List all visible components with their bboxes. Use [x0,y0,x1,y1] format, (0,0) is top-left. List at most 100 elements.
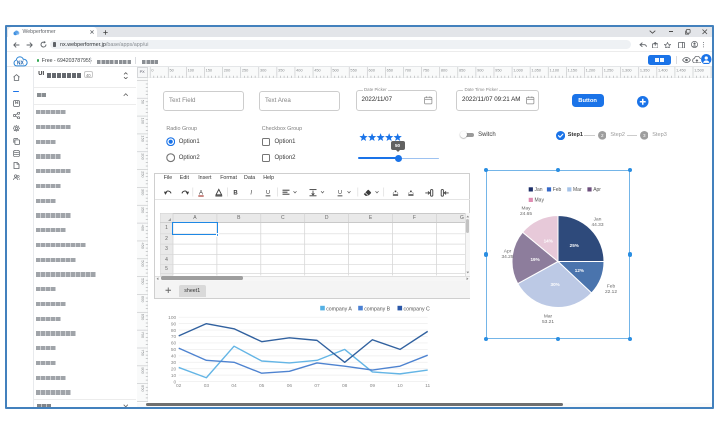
svg-text:53.21: 53.21 [542,319,554,325]
svg-text:I: I [250,191,252,197]
svg-text:50: 50 [171,347,177,353]
svg-text:1,350: 1,350 [640,68,650,73]
svg-text:2: 2 [601,133,604,138]
svg-text:12%: 12% [575,268,584,273]
svg-text:1,250: 1,250 [604,68,614,73]
svg-text:900: 900 [477,68,483,73]
svg-text:100: 100 [187,68,193,73]
svg-text:70: 70 [171,334,177,340]
svg-text:40: 40 [171,354,177,360]
svg-text:600: 600 [368,68,374,73]
svg-text:450: 450 [140,243,145,249]
svg-text:0: 0 [174,379,177,385]
svg-text:Jan: Jan [594,217,602,223]
svg-text:250: 250 [242,68,248,73]
svg-text:03: 03 [204,383,210,389]
svg-text:500: 500 [140,261,145,267]
svg-text:800: 800 [441,68,447,73]
svg-text:22.12: 22.12 [605,289,617,295]
svg-text:May: May [521,206,531,212]
svg-text:Feb: Feb [607,284,616,290]
svg-text:company B: company B [364,307,390,313]
svg-text:650: 650 [386,68,392,73]
svg-text:May: May [535,198,545,204]
svg-text:06: 06 [287,383,293,389]
svg-text:14%: 14% [544,238,553,243]
svg-text:NX: NX [16,60,24,66]
svg-text:company A: company A [326,307,352,313]
svg-text:08: 08 [342,383,348,389]
svg-text:1,300: 1,300 [622,68,632,73]
svg-text:02: 02 [176,383,182,389]
svg-text:450: 450 [314,68,320,73]
svg-text:Jan: Jan [535,187,543,193]
svg-text:1,100: 1,100 [549,68,559,73]
svg-text:04: 04 [231,383,237,389]
svg-text:50: 50 [169,68,173,73]
svg-text:19%: 19% [530,257,539,262]
svg-text:400: 400 [296,68,302,73]
svg-text:1,200: 1,200 [585,68,595,73]
svg-text:150: 150 [205,68,211,73]
svg-text:300: 300 [140,189,145,195]
svg-text:650: 650 [140,314,145,320]
svg-text:1,500: 1,500 [694,68,704,73]
svg-text:1,000: 1,000 [513,68,523,73]
svg-text:50: 50 [140,100,145,104]
svg-text:Feb: Feb [553,187,562,193]
svg-text:Mar: Mar [573,187,582,193]
svg-text:950: 950 [495,68,501,73]
svg-text:600: 600 [140,296,145,302]
svg-text:700: 700 [140,332,145,338]
svg-text:30%: 30% [551,282,560,287]
svg-text:350: 350 [278,68,284,73]
svg-text:Mar: Mar [544,314,553,320]
svg-text:20: 20 [171,366,177,372]
svg-text:80: 80 [171,328,177,334]
svg-text:B: B [233,191,238,197]
svg-text:11: 11 [425,383,430,389]
svg-text:250: 250 [140,171,145,177]
svg-text:U: U [338,190,342,196]
svg-text:90: 90 [171,321,177,327]
svg-text:1,400: 1,400 [658,68,668,73]
svg-text:150: 150 [140,136,145,142]
svg-text:Apr: Apr [504,249,512,255]
svg-text:200: 200 [224,68,230,73]
svg-text:10: 10 [397,383,403,389]
svg-text:200: 200 [140,154,145,160]
svg-text:100: 100 [168,315,176,321]
svg-text:100: 100 [140,118,145,124]
svg-text:24.65: 24.65 [520,211,532,217]
svg-text:44.33: 44.33 [591,222,603,228]
svg-text:1,050: 1,050 [531,68,541,73]
svg-text:34.25: 34.25 [501,254,513,260]
svg-text:07: 07 [314,383,320,389]
svg-text:10: 10 [171,373,177,379]
svg-text:550: 550 [140,278,145,284]
svg-text:750: 750 [140,350,145,356]
svg-text:400: 400 [140,225,145,231]
svg-text:500: 500 [332,68,338,73]
svg-text:700: 700 [405,68,411,73]
svg-text:800: 800 [140,368,145,374]
svg-text:1,450: 1,450 [676,68,686,73]
svg-text:550: 550 [350,68,356,73]
svg-text:A: A [199,190,203,196]
svg-text:U: U [266,190,270,196]
svg-text:25%: 25% [570,243,579,248]
svg-text:750: 750 [423,68,429,73]
svg-text:company C: company C [404,307,430,313]
svg-text:850: 850 [459,68,465,73]
svg-text:60: 60 [171,341,177,347]
svg-text:30: 30 [171,360,177,366]
svg-text:09: 09 [370,383,376,389]
svg-text:1,150: 1,150 [567,68,577,73]
svg-text:0: 0 [151,68,153,73]
svg-text:3: 3 [643,133,646,138]
svg-text:300: 300 [260,68,266,73]
svg-text:05: 05 [259,383,265,389]
svg-text:850: 850 [140,385,145,391]
svg-text:350: 350 [140,207,145,213]
svg-text:Apr: Apr [593,187,601,193]
